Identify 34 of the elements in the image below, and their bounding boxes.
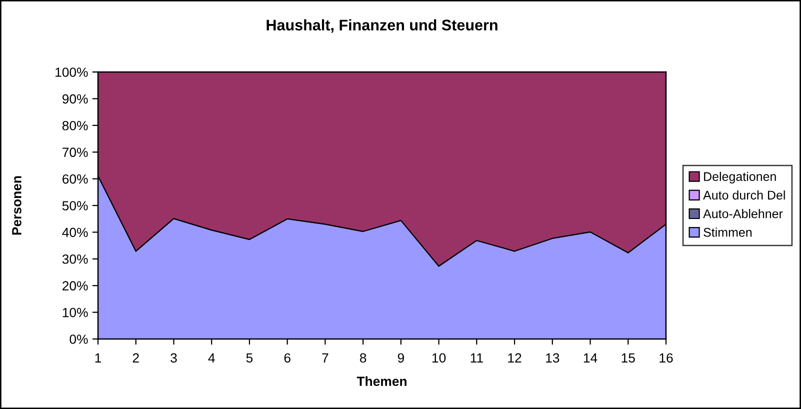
y-tick-label: 50% bbox=[62, 201, 88, 210]
x-tick-label: 8 bbox=[360, 353, 366, 363]
y-tick-label: 30% bbox=[62, 254, 88, 264]
x-tick-label: 2 bbox=[132, 353, 139, 362]
legend-label: Auto durch Del bbox=[703, 190, 785, 200]
x-tick-label: 9 bbox=[398, 353, 404, 363]
x-tick-label: 4 bbox=[208, 353, 215, 362]
x-tick-label: 12 bbox=[508, 353, 522, 362]
y-axis-title: Personen bbox=[12, 176, 22, 235]
x-axis-title: Themen bbox=[356, 376, 406, 386]
x-tick-label: 10 bbox=[432, 353, 446, 363]
y-tick-label: 100% bbox=[56, 68, 88, 77]
y-tick-label: 40% bbox=[62, 228, 88, 238]
x-tick-label: 3 bbox=[170, 353, 177, 363]
y-tick-label: 20% bbox=[62, 281, 88, 291]
y-tick-label: 70% bbox=[62, 148, 88, 158]
legend-label: Delegationen bbox=[704, 172, 776, 184]
x-tick-label: 11 bbox=[470, 353, 483, 362]
chart-title: Haushalt, Finanzen und Steuern bbox=[266, 19, 498, 33]
y-tick-label: 10% bbox=[62, 308, 88, 318]
x-tick-label: 5 bbox=[246, 353, 253, 363]
x-tick-label: 15 bbox=[622, 353, 635, 363]
x-tick-label: 6 bbox=[284, 353, 290, 363]
y-tick-label: 60% bbox=[62, 174, 88, 184]
y-tick-label: 80% bbox=[62, 120, 88, 130]
x-tick-label: 13 bbox=[546, 353, 560, 363]
legend-label: Auto-Ablehner bbox=[703, 209, 783, 218]
y-tick-label: 0% bbox=[70, 334, 88, 344]
x-tick-label: 14 bbox=[584, 353, 598, 362]
y-tick-label: 90% bbox=[62, 94, 88, 104]
legend-label: Stimmen bbox=[704, 228, 752, 237]
x-tick-label: 1 bbox=[95, 353, 102, 362]
x-tick-label: 16 bbox=[660, 353, 673, 363]
x-tick-label: 7 bbox=[322, 353, 328, 362]
